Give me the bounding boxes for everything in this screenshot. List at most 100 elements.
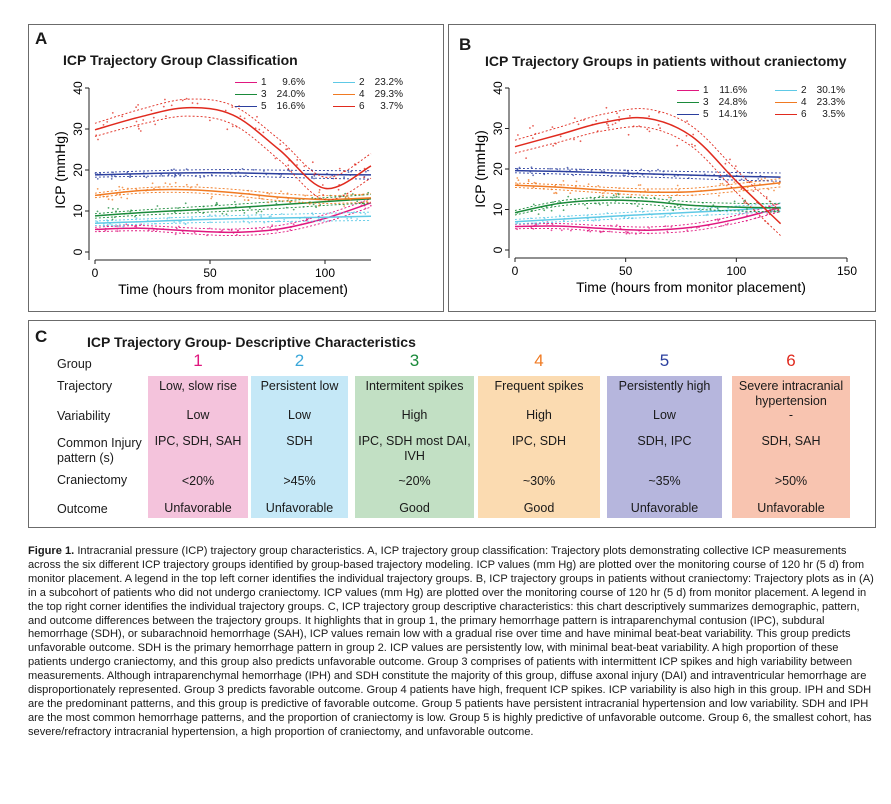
legend-label: 5 — [703, 109, 709, 120]
series-3-point — [562, 209, 565, 212]
series-3-point — [107, 207, 110, 209]
caption-label: Figure 1. — [28, 545, 75, 557]
group-6-variability: - — [788, 408, 794, 422]
series-6-point — [692, 133, 695, 136]
series-3-point — [225, 213, 228, 216]
series-5-point — [241, 168, 244, 170]
group-5-outcome: Unfavorable — [630, 501, 699, 515]
series-3-point — [776, 209, 779, 212]
series-4-point — [639, 184, 642, 186]
series-1-point — [125, 223, 128, 226]
series-6-point — [752, 190, 755, 193]
group-1-craniectomy: <20% — [181, 474, 215, 488]
series-5-point — [518, 166, 521, 169]
series-6-point — [607, 126, 610, 129]
series-3-ci-upper — [514, 196, 781, 211]
series-6-point — [606, 118, 609, 121]
series-5-ci-upper — [514, 167, 781, 174]
series-2-point — [771, 209, 774, 212]
series-4-point — [733, 181, 736, 184]
series-1-point — [271, 224, 274, 227]
series-1-point — [589, 230, 592, 233]
series-1-point — [289, 228, 292, 231]
series-4-line — [94, 188, 372, 201]
series-1-point — [608, 230, 611, 233]
series-6-points — [517, 106, 777, 225]
legend-swatch — [333, 81, 355, 83]
group-1-header: 1 — [193, 351, 203, 370]
series-4-point — [533, 181, 536, 184]
series-3-point — [663, 207, 666, 210]
group-5-injury: SDH, IPC — [637, 434, 692, 448]
series-3-points — [96, 191, 370, 221]
series-5-point — [600, 170, 603, 173]
series-3-point — [216, 203, 219, 206]
series-5-point — [532, 174, 534, 177]
x-axis-label: Time (hours from monitor placement) — [118, 281, 348, 297]
series-2-ci-upper — [514, 202, 781, 220]
series-5-point — [252, 169, 255, 171]
x-tick-label: 100 — [726, 264, 746, 278]
series-2-point — [276, 220, 279, 223]
series-6-point — [170, 104, 173, 107]
series-5-point — [365, 170, 367, 173]
series-6-point — [164, 98, 166, 101]
legend-item-2: 2 30.1% — [775, 85, 845, 96]
group-2-injury: SDH — [286, 434, 313, 448]
series-3-line — [514, 199, 781, 214]
series-3-point — [117, 208, 119, 210]
series-2-point — [135, 217, 138, 220]
y-tick-label: 40 — [491, 81, 505, 95]
group-4-outcome: Good — [523, 501, 555, 515]
series-6-point — [311, 161, 314, 164]
series-2-point — [727, 207, 729, 210]
series-5-point — [640, 168, 643, 171]
group-1-outcome: Unfavorable — [164, 501, 232, 515]
series-5-point — [633, 175, 635, 178]
series-3-point — [255, 212, 258, 214]
series-4-point — [718, 194, 720, 197]
series-4-point — [135, 188, 138, 191]
panel-b: B ICP Trajectory Groups in patients with… — [448, 24, 876, 312]
series-5-point — [757, 178, 760, 180]
series-4-point — [575, 180, 578, 183]
series-3-point — [233, 201, 236, 203]
series-3-point — [709, 207, 712, 210]
series-1-point — [717, 219, 720, 222]
group-4-craniectomy: ~30% — [522, 474, 556, 488]
series-6-point — [629, 115, 631, 117]
series-1-point — [178, 225, 180, 228]
series-2-point — [248, 221, 251, 224]
series-6-point — [106, 121, 109, 123]
series-4-point — [668, 196, 670, 199]
series-5-line — [94, 172, 372, 176]
series-1-point — [628, 232, 631, 235]
series-3-point — [773, 209, 776, 212]
series-3-point — [367, 191, 370, 194]
series-4-point — [560, 184, 563, 186]
series-6-point — [303, 165, 306, 168]
series-3-point — [96, 210, 99, 213]
series-1-point — [670, 226, 673, 228]
legend-item-1: 1 11.6% — [677, 85, 747, 96]
series-6-points — [95, 97, 366, 196]
series-1-point — [599, 231, 602, 234]
group-6-injury: SDH, SAH — [761, 434, 821, 448]
series-2-point — [260, 215, 263, 218]
series-1-point — [615, 224, 618, 227]
series-4-point — [554, 191, 557, 194]
series-6-point — [363, 176, 365, 179]
panel-b-title: ICP Trajectory Groups in patients withou… — [485, 53, 847, 69]
row-label-outcome: Outcome — [57, 502, 108, 516]
series-3-point — [598, 195, 601, 198]
series-4-point — [637, 184, 640, 187]
series-2-point — [191, 217, 194, 220]
x-axis-label: Time (hours from monitor placement) — [576, 279, 806, 295]
group-6-column: Severe intracranial hypertension - SDH, SA… — [732, 376, 850, 518]
caption-text: Intracranial pressure (ICP) trajectory g… — [28, 545, 874, 738]
series-6-point — [607, 124, 610, 127]
legend-label: 6 — [801, 109, 807, 120]
series-5-point — [740, 178, 743, 181]
series-1-point — [269, 226, 272, 229]
panel-c-label: C — [35, 327, 48, 346]
